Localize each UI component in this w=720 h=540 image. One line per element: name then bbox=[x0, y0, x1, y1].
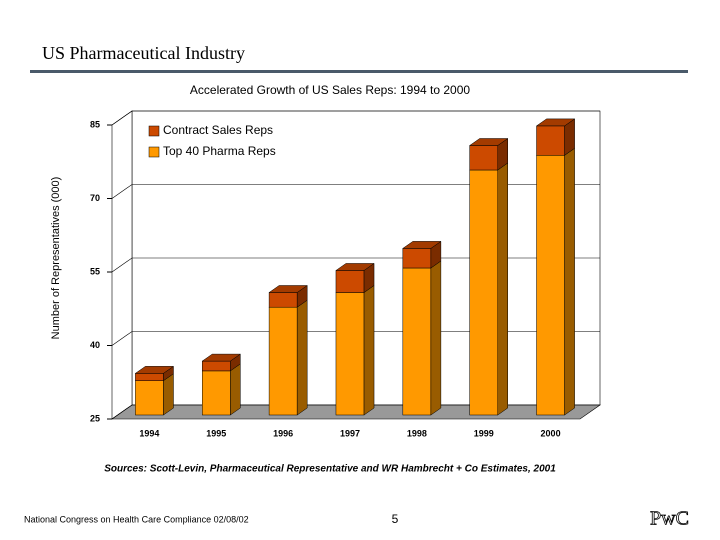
bar-front bbox=[335, 270, 365, 293]
bar-side bbox=[363, 285, 375, 416]
bar-top bbox=[201, 353, 242, 362]
source-note: Sources: Scott-Levin, Pharmaceutical Rep… bbox=[104, 464, 556, 475]
y-tick-label: 70 bbox=[90, 193, 100, 203]
legend-label: Contract Sales Reps bbox=[163, 123, 273, 137]
bar-side bbox=[296, 299, 308, 416]
bar-front bbox=[402, 267, 432, 416]
bar-top bbox=[402, 241, 442, 249]
y-tick-label: 40 bbox=[90, 340, 100, 350]
grid-line bbox=[111, 404, 600, 420]
x-tick-label: 2000 bbox=[541, 428, 561, 438]
grid-line bbox=[111, 184, 600, 199]
bar-front bbox=[135, 373, 164, 381]
bar-front bbox=[536, 125, 565, 156]
footer: National Congress on Health Care Complia… bbox=[24, 514, 249, 524]
grid-line bbox=[111, 257, 600, 273]
bar-side bbox=[230, 363, 241, 416]
legend-swatch bbox=[148, 125, 160, 137]
bar-front bbox=[268, 292, 298, 308]
legend bbox=[140, 119, 300, 163]
bar-front bbox=[335, 292, 365, 416]
bar-top bbox=[468, 138, 509, 146]
bar-top bbox=[535, 118, 576, 127]
bar-front bbox=[402, 248, 432, 269]
page-number: 5 bbox=[392, 512, 399, 526]
x-tick-label: 1998 bbox=[407, 428, 427, 438]
x-tick-label: 1996 bbox=[273, 428, 293, 438]
x-tick-label: 1999 bbox=[474, 428, 494, 438]
bar-front bbox=[135, 380, 164, 416]
x-tick-label: 1995 bbox=[206, 428, 226, 438]
bar-side bbox=[430, 260, 442, 416]
chart-title: Accelerated Growth of US Sales Reps: 199… bbox=[190, 83, 470, 97]
plot: 25 40 55 70 85 1994 1995 1996 1997 1998 1999 2000 Co… bbox=[90, 110, 601, 438]
bar-front bbox=[268, 306, 298, 416]
logo: PwC bbox=[650, 508, 689, 530]
bar-side bbox=[564, 147, 575, 416]
legend-label: Top 40 Pharma Reps bbox=[163, 144, 276, 158]
legend-swatch bbox=[148, 146, 160, 158]
x-tick-label: 1997 bbox=[340, 428, 360, 438]
bar-front bbox=[201, 370, 231, 416]
slide-title: US Pharmaceutical Industry bbox=[42, 43, 245, 63]
bar-side bbox=[497, 162, 509, 416]
bar-front bbox=[536, 155, 565, 416]
y-tick-label: 85 bbox=[90, 119, 100, 129]
y-tick-label: 25 bbox=[90, 413, 100, 423]
bar-top bbox=[268, 285, 308, 293]
bar-front bbox=[201, 360, 231, 372]
title-rule bbox=[30, 70, 688, 73]
bar-top bbox=[134, 366, 175, 374]
grid-line bbox=[111, 110, 600, 126]
grid-line bbox=[111, 331, 600, 346]
y-tick-label: 55 bbox=[90, 266, 100, 276]
bar-front bbox=[469, 145, 499, 171]
bar-top bbox=[335, 263, 375, 271]
x-tick-label: 1994 bbox=[139, 428, 159, 438]
y-axis-label: Number of Representatives (000) bbox=[50, 177, 62, 340]
bar-front bbox=[469, 169, 499, 416]
